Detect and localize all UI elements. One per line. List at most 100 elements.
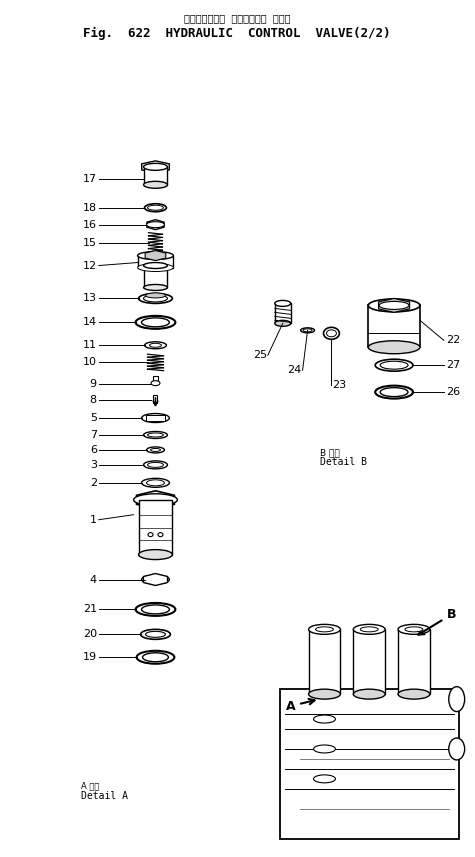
- Ellipse shape: [323, 327, 340, 339]
- Ellipse shape: [145, 632, 165, 638]
- Ellipse shape: [398, 625, 430, 634]
- Ellipse shape: [138, 264, 173, 272]
- Text: 20: 20: [83, 629, 97, 639]
- Bar: [143, 167, 167, 185]
- Ellipse shape: [301, 328, 314, 333]
- Text: 16: 16: [83, 219, 97, 230]
- Ellipse shape: [380, 387, 408, 397]
- Text: 5: 5: [90, 413, 97, 423]
- Text: 27: 27: [446, 360, 460, 370]
- Text: 17: 17: [83, 174, 97, 183]
- Ellipse shape: [148, 433, 163, 437]
- Ellipse shape: [146, 480, 164, 486]
- Bar: [353, 629, 385, 694]
- Text: Detail B: Detail B: [320, 457, 367, 467]
- Ellipse shape: [151, 448, 161, 452]
- Bar: [153, 395, 158, 403]
- Text: 6: 6: [90, 445, 97, 455]
- Ellipse shape: [315, 626, 333, 632]
- Ellipse shape: [380, 361, 408, 369]
- Ellipse shape: [144, 576, 166, 583]
- Ellipse shape: [138, 252, 173, 260]
- Polygon shape: [145, 250, 166, 261]
- Ellipse shape: [449, 686, 465, 711]
- Ellipse shape: [139, 293, 172, 303]
- Ellipse shape: [314, 745, 335, 753]
- Ellipse shape: [142, 478, 170, 488]
- Ellipse shape: [326, 330, 336, 337]
- Ellipse shape: [309, 625, 341, 634]
- Text: 19: 19: [83, 652, 97, 662]
- Text: 7: 7: [90, 430, 97, 440]
- Ellipse shape: [449, 738, 465, 760]
- Ellipse shape: [143, 295, 167, 302]
- Text: 25: 25: [253, 351, 267, 360]
- Text: A: A: [286, 699, 314, 713]
- Ellipse shape: [133, 494, 177, 506]
- Text: 8: 8: [90, 395, 97, 405]
- Ellipse shape: [143, 431, 167, 439]
- Polygon shape: [143, 573, 168, 585]
- Text: 26: 26: [446, 387, 460, 397]
- Ellipse shape: [375, 386, 413, 399]
- Ellipse shape: [142, 318, 170, 327]
- Ellipse shape: [142, 605, 170, 614]
- Text: Fig.  622  HYDRAULIC  CONTROL  VALVE(2/2): Fig. 622 HYDRAULIC CONTROL VALVE(2/2): [83, 27, 391, 40]
- Ellipse shape: [146, 447, 164, 452]
- Text: 15: 15: [83, 237, 97, 248]
- Text: Detail A: Detail A: [81, 791, 128, 800]
- Ellipse shape: [353, 625, 385, 634]
- Text: A 詳細: A 詳細: [81, 782, 99, 791]
- Ellipse shape: [148, 205, 163, 210]
- Bar: [152, 376, 159, 383]
- Text: B 詳細: B 詳細: [320, 448, 339, 457]
- Polygon shape: [136, 491, 174, 509]
- Ellipse shape: [143, 461, 167, 469]
- Ellipse shape: [135, 603, 175, 616]
- Ellipse shape: [146, 222, 164, 228]
- Text: 4: 4: [90, 574, 97, 584]
- Bar: [275, 303, 291, 323]
- Ellipse shape: [314, 775, 335, 782]
- Ellipse shape: [143, 182, 167, 189]
- Text: 24: 24: [287, 365, 302, 375]
- Polygon shape: [147, 219, 164, 230]
- Ellipse shape: [158, 533, 163, 536]
- Text: 23: 23: [332, 381, 347, 390]
- Text: 12: 12: [83, 261, 97, 271]
- Bar: [309, 629, 341, 694]
- Ellipse shape: [146, 416, 164, 421]
- Ellipse shape: [275, 301, 291, 307]
- Text: 10: 10: [83, 357, 97, 367]
- Ellipse shape: [353, 689, 385, 699]
- Polygon shape: [280, 689, 459, 839]
- Ellipse shape: [139, 549, 172, 560]
- Text: 14: 14: [83, 317, 97, 327]
- Bar: [398, 629, 430, 694]
- Text: 11: 11: [83, 340, 97, 351]
- Ellipse shape: [143, 164, 167, 171]
- Ellipse shape: [150, 344, 162, 347]
- Ellipse shape: [368, 299, 420, 312]
- Ellipse shape: [314, 715, 335, 723]
- Ellipse shape: [275, 321, 291, 327]
- Ellipse shape: [144, 204, 166, 212]
- Ellipse shape: [137, 650, 174, 663]
- Ellipse shape: [141, 629, 171, 639]
- Text: 2: 2: [90, 478, 97, 488]
- Text: 13: 13: [83, 293, 97, 303]
- Ellipse shape: [151, 381, 160, 386]
- Text: B: B: [418, 608, 456, 635]
- Text: 21: 21: [83, 604, 97, 614]
- Ellipse shape: [142, 414, 170, 423]
- Ellipse shape: [375, 359, 413, 371]
- Ellipse shape: [303, 329, 312, 332]
- Bar: [138, 255, 173, 267]
- Ellipse shape: [145, 293, 165, 298]
- Polygon shape: [379, 298, 409, 313]
- Text: 9: 9: [90, 379, 97, 389]
- Ellipse shape: [143, 262, 167, 268]
- Text: 22: 22: [446, 335, 460, 345]
- Ellipse shape: [143, 285, 167, 291]
- Ellipse shape: [148, 463, 163, 467]
